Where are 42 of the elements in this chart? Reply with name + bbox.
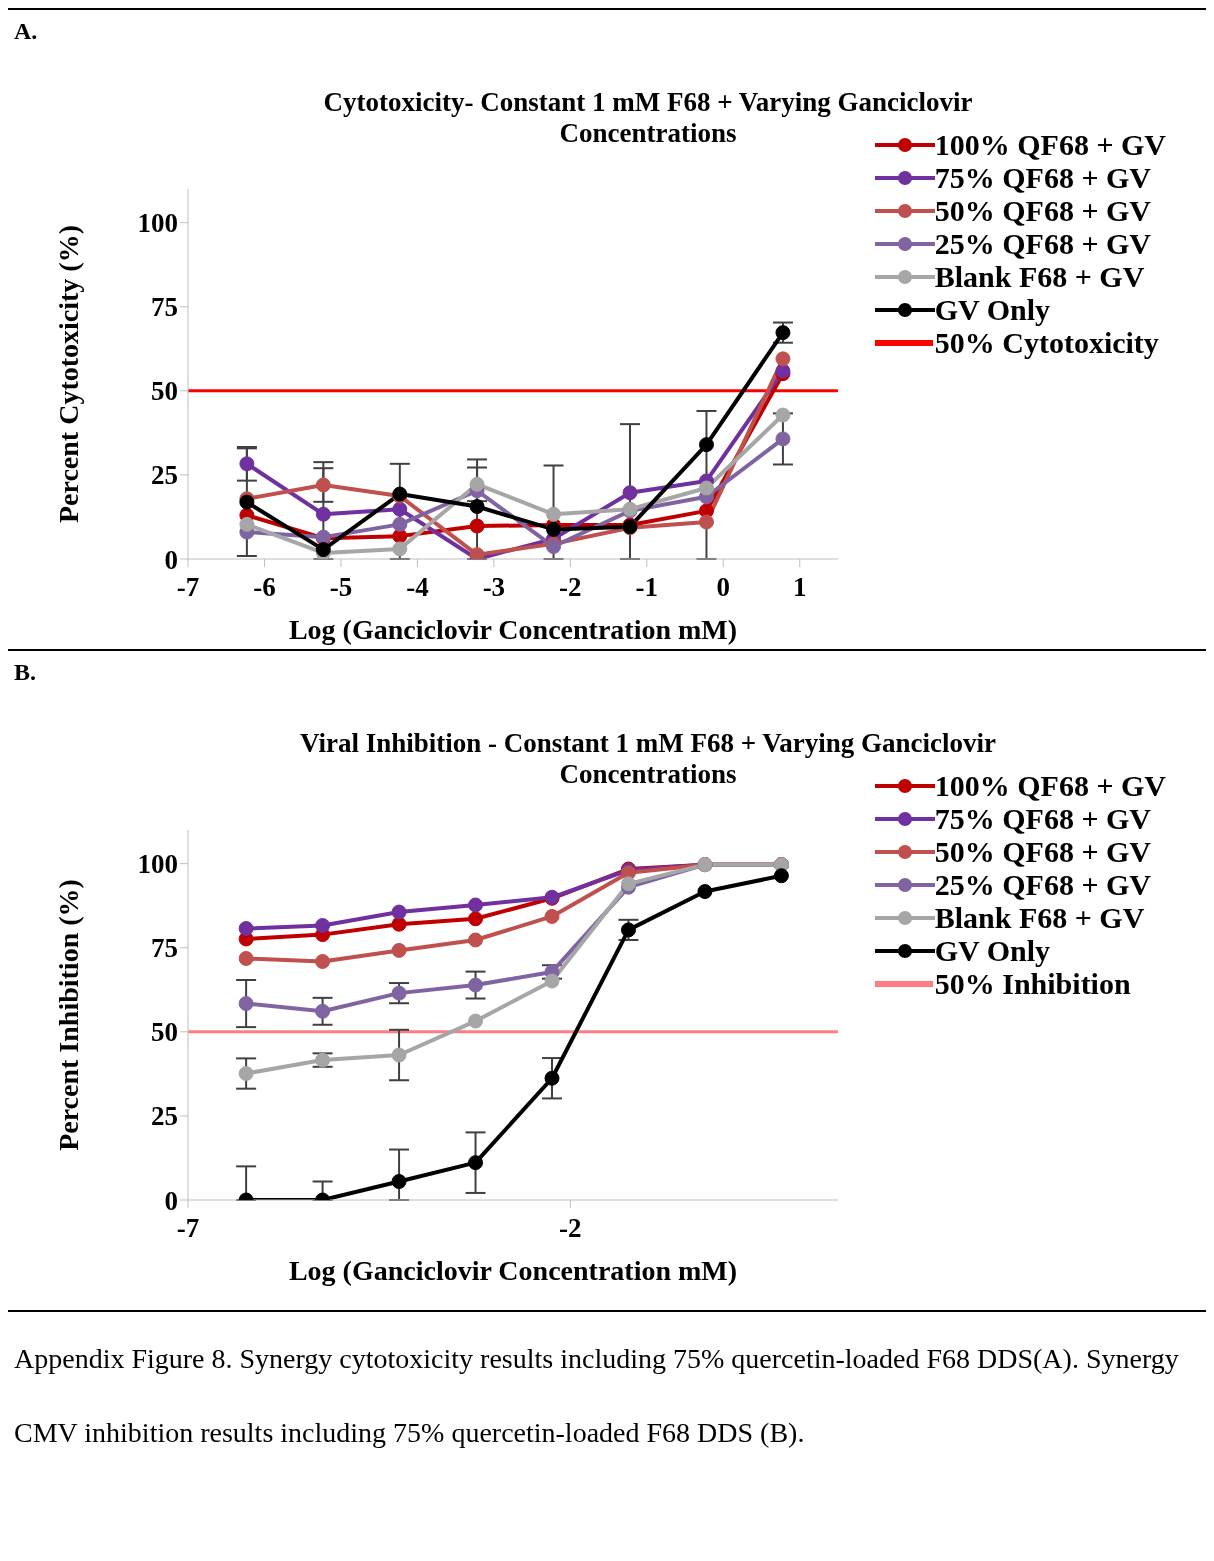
legend-label: Blank F68 + GV <box>934 900 1145 935</box>
legend-label: 50% Inhibition <box>934 966 1131 1001</box>
x-tick-label: -1 <box>635 572 659 603</box>
x-tick-label: -3 <box>482 572 506 603</box>
x-tick-label: -7 <box>176 1213 200 1244</box>
x-tick-label: -2 <box>559 1213 582 1244</box>
legend-label: 100% QF68 + GV <box>934 768 1166 803</box>
x-tick-label: -7 <box>176 572 200 603</box>
y-tick-label: 0 <box>164 544 178 575</box>
legend-label: GV Only <box>934 292 1051 327</box>
y-tick-label: 100 <box>137 849 178 880</box>
legend-label: 75% QF68 + GV <box>934 801 1151 836</box>
text: A. <box>8 8 1206 53</box>
x-axis-title: Log (Ganciclovir Concentration mM) <box>288 614 738 645</box>
x-tick-label: -6 <box>253 572 276 603</box>
y-tick-label: 25 <box>151 1101 178 1132</box>
legend-label: 25% QF68 + GV <box>934 867 1151 902</box>
legend-label: Blank F68 + GV <box>934 259 1145 294</box>
y-tick-label: 25 <box>151 460 178 491</box>
y-axis-title: Percent Cytotoxicity (%) <box>52 224 84 524</box>
x-tick-label: -5 <box>329 572 353 603</box>
y-tick-label: 75 <box>151 933 178 964</box>
x-tick-label: 1 <box>793 572 807 603</box>
text: B. <box>8 649 1206 694</box>
y-tick-label: 0 <box>164 1185 178 1216</box>
x-axis-title: Log (Ganciclovir Concentration mM) <box>288 1255 738 1286</box>
x-tick-label: -2 <box>559 572 582 603</box>
y-tick-label: 75 <box>151 292 178 323</box>
legend-label: 50% QF68 + GV <box>934 834 1151 869</box>
legend-label: GV Only <box>934 933 1051 968</box>
legend-label: 75% QF68 + GV <box>934 160 1151 195</box>
y-axis-title: Percent Inhibition (%) <box>52 879 84 1151</box>
y-tick-label: 50 <box>151 376 178 407</box>
y-tick-label: 50 <box>151 1017 178 1048</box>
legend-label: 25% QF68 + GV <box>934 226 1151 261</box>
legend-label: 100% QF68 + GV <box>934 127 1166 162</box>
x-tick-label: -4 <box>406 572 429 603</box>
legend-label: 50% Cytotoxicity <box>934 325 1159 360</box>
x-tick-label: 0 <box>716 572 731 603</box>
legend-label: 50% QF68 + GV <box>934 193 1151 228</box>
y-tick-label: 100 <box>137 208 178 239</box>
text: Appendix Figure 8. Synergy cytotoxicity results including 75% quercetin-loaded F68 DDS(A). Synergy CMV inhibition results including 75% quercetin-loaded F68 DDS (B). <box>14 1343 1179 1448</box>
